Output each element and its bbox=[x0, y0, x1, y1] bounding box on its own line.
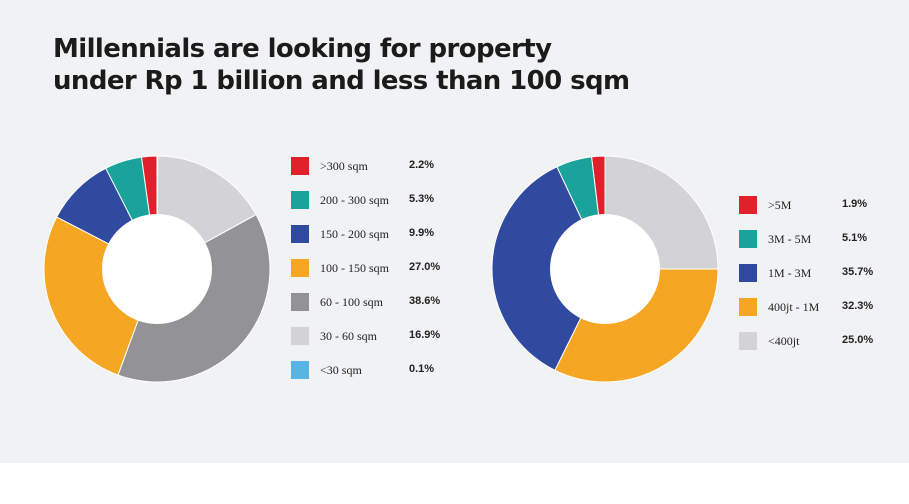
legend-label: 400jt - 1M bbox=[768, 300, 820, 314]
legend-value: 0.1% bbox=[409, 363, 435, 375]
donut-chart-1 bbox=[43, 155, 271, 383]
legend-swatch bbox=[291, 361, 309, 379]
legend-label: <30 sqm bbox=[320, 363, 362, 377]
legend-value: 38.6% bbox=[409, 295, 441, 307]
legend-label: 1M - 3M bbox=[768, 266, 812, 280]
legend-value: 32.3% bbox=[842, 300, 874, 312]
infographic-panel: Millennials are looking for property und… bbox=[0, 0, 909, 463]
legend-label: 200 - 300 sqm bbox=[320, 193, 389, 207]
legend-label: 150 - 200 sqm bbox=[320, 227, 389, 241]
legend-value: 35.7% bbox=[842, 266, 874, 278]
donut-chart-2 bbox=[491, 155, 719, 383]
slice-1m-3m bbox=[491, 166, 606, 371]
legend-swatch bbox=[739, 230, 757, 248]
legend-value: 5.3% bbox=[409, 193, 435, 205]
legend-swatch bbox=[291, 293, 309, 311]
legend-label: 60 - 100 sqm bbox=[320, 295, 383, 309]
legend-swatch bbox=[291, 191, 309, 209]
legend-swatch bbox=[739, 332, 757, 350]
legend-value: 27.0% bbox=[409, 261, 441, 273]
legend-label: >5M bbox=[768, 198, 792, 212]
legend-value: 25.0% bbox=[842, 334, 874, 346]
legend-value: 5.1% bbox=[842, 232, 868, 244]
legend-swatch bbox=[291, 259, 309, 277]
legend-label: >300 sqm bbox=[320, 159, 368, 173]
legend-value: 2.2% bbox=[409, 159, 435, 171]
legend-swatch bbox=[291, 327, 309, 345]
donut-hole bbox=[102, 214, 212, 324]
donut-hole bbox=[550, 214, 660, 324]
legend-label: 100 - 150 sqm bbox=[320, 261, 389, 275]
legend-label: 30 - 60 sqm bbox=[320, 329, 377, 343]
legend-swatch bbox=[739, 264, 757, 282]
legend-swatch bbox=[291, 157, 309, 175]
legend-value: 9.9% bbox=[409, 227, 435, 239]
legend-swatch bbox=[739, 196, 757, 214]
legend-label: 3M - 5M bbox=[768, 232, 812, 246]
legend-value: 1.9% bbox=[842, 198, 868, 210]
legend-label: <400jt bbox=[768, 334, 800, 348]
page-title: Millennials are looking for property und… bbox=[53, 34, 630, 96]
legend-swatch bbox=[291, 225, 309, 243]
donut-charts bbox=[43, 155, 719, 383]
legend-swatch bbox=[739, 298, 757, 316]
legend-value: 16.9% bbox=[409, 329, 441, 341]
slice-30-sqm bbox=[156, 155, 159, 270]
